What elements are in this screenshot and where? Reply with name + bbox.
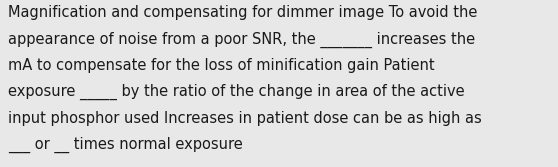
Text: mA to compensate for the loss of minification gain Patient: mA to compensate for the loss of minific… <box>8 58 435 73</box>
Text: appearance of noise from a poor SNR, the _______ increases the: appearance of noise from a poor SNR, the… <box>8 31 475 48</box>
Text: input phosphor used Increases in patient dose can be as high as: input phosphor used Increases in patient… <box>8 111 482 126</box>
Text: exposure _____ by the ratio of the change in area of the active: exposure _____ by the ratio of the chang… <box>8 84 465 100</box>
Text: ___ or __ times normal exposure: ___ or __ times normal exposure <box>8 137 243 153</box>
Text: Magnification and compensating for dimmer image To avoid the: Magnification and compensating for dimme… <box>8 5 478 20</box>
